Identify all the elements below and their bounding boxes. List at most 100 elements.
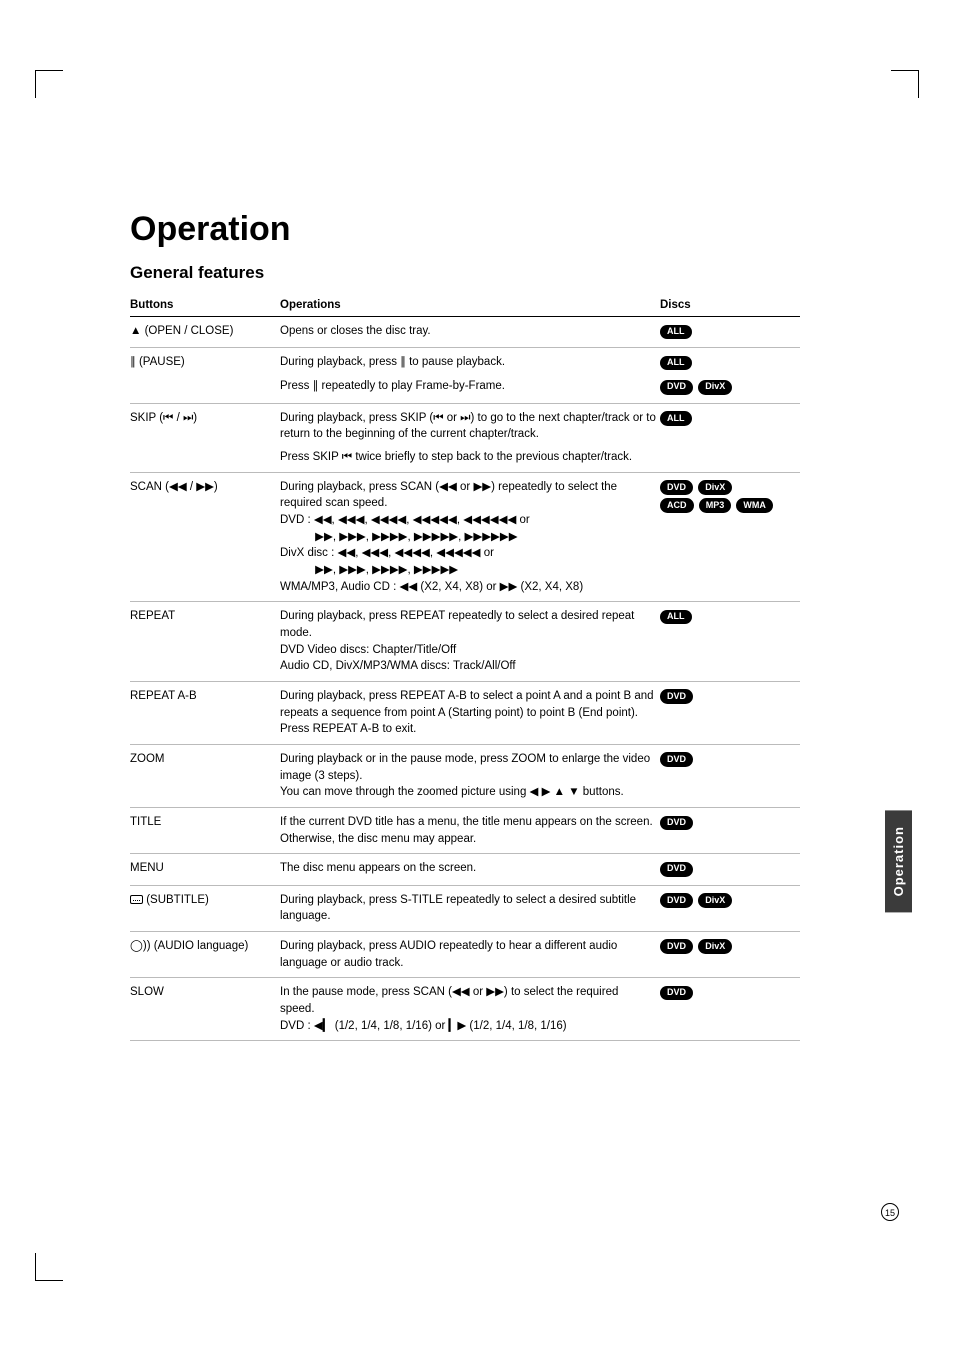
row-repeat: REPEAT During playback, press REPEAT rep…: [130, 602, 800, 682]
op-scan-6: WMA/MP3, Audio CD : ◀◀ (X2, X4, X8) or ▶…: [280, 581, 583, 593]
op-scan-3: ▶▶, ▶▶▶, ▶▶▶▶, ▶▶▶▶▶, ▶▶▶▶▶▶: [280, 531, 518, 543]
op-slow-1: In the pause mode, press SCAN (◀◀ or ▶▶)…: [280, 986, 618, 1015]
pill-divx: DivX: [698, 480, 732, 495]
op-audio: During playback, press AUDIO repeatedly …: [280, 931, 660, 977]
btn-menu: MENU: [130, 854, 280, 885]
op-repeat-3: Audio CD, DivX/MP3/WMA discs: Track/All/…: [280, 660, 516, 672]
discs-repeat-ab: DVD: [660, 681, 800, 744]
header-discs: Discs: [660, 293, 800, 317]
op-skip-1: During playback, press SKIP (⏮ or ⏭) to …: [280, 403, 660, 443]
row-pause-1: ∥ (PAUSE) During playback, press ∥ to pa…: [130, 348, 800, 373]
discs-zoom: DVD: [660, 744, 800, 807]
op-open-close: Opens or closes the disc tray.: [280, 317, 660, 348]
page-content: Operation General features Buttons Opera…: [130, 210, 800, 1041]
op-repeat-ab-1: During playback, press REPEAT A-B to sel…: [280, 690, 654, 719]
op-subtitle: During playback, press S-TITLE repeatedl…: [280, 885, 660, 931]
row-scan: SCAN (◀◀ / ▶▶) During playback, press SC…: [130, 472, 800, 602]
op-repeat-1: During playback, press REPEAT repeatedly…: [280, 610, 634, 639]
row-repeat-ab: REPEAT A-B During playback, press REPEAT…: [130, 681, 800, 744]
btn-slow: SLOW: [130, 978, 280, 1041]
op-zoom-1: During playback or in the pause mode, pr…: [280, 753, 650, 782]
pill-dvd: DVD: [660, 816, 693, 831]
section-title: General features: [130, 263, 800, 283]
page-number: 15: [881, 1203, 899, 1221]
btn-subtitle: (SUBTITLE): [130, 885, 280, 931]
op-repeat-ab-2: Press REPEAT A-B to exit.: [280, 723, 416, 735]
btn-scan: SCAN (◀◀ / ▶▶): [130, 472, 280, 602]
row-audio: ◯)) (AUDIO language) During playback, pr…: [130, 931, 800, 977]
pill-wma: WMA: [736, 498, 773, 513]
discs-pause-2: DVD DivX: [660, 372, 800, 403]
discs-menu: DVD: [660, 854, 800, 885]
discs-pause-1: ALL: [660, 348, 800, 373]
op-zoom: During playback or in the pause mode, pr…: [280, 744, 660, 807]
op-repeat-ab: During playback, press REPEAT A-B to sel…: [280, 681, 660, 744]
discs-repeat: ALL: [660, 602, 800, 682]
pill-divx: DivX: [698, 939, 732, 954]
row-skip-1: SKIP (⏮ / ⏭) During playback, press SKIP…: [130, 403, 800, 443]
crop-mark-tl: [35, 70, 63, 98]
btn-repeat: REPEAT: [130, 602, 280, 682]
pill-all: ALL: [660, 610, 692, 625]
header-operations: Operations: [280, 293, 660, 317]
discs-subtitle: DVD DivX: [660, 885, 800, 931]
op-pause-1: During playback, press ∥ to pause playba…: [280, 348, 660, 373]
op-title: If the current DVD title has a menu, the…: [280, 808, 660, 854]
crop-mark-tr: [891, 70, 919, 98]
op-scan-4: DivX disc : ◀◀, ◀◀◀, ◀◀◀◀, ◀◀◀◀◀ or: [280, 547, 494, 559]
pill-acd: ACD: [660, 498, 694, 513]
pill-dvd: DVD: [660, 986, 693, 1001]
row-title: TITLE If the current DVD title has a men…: [130, 808, 800, 854]
discs-audio: DVD DivX: [660, 931, 800, 977]
pill-dvd: DVD: [660, 893, 693, 908]
op-scan-1: During playback, press SCAN (◀◀ or ▶▶) r…: [280, 481, 617, 510]
btn-zoom: ZOOM: [130, 744, 280, 807]
row-pause-2: Press ∥ repeatedly to play Frame-by-Fram…: [130, 372, 800, 403]
btn-subtitle-text: (SUBTITLE): [146, 894, 209, 906]
side-tab-operation: Operation: [885, 810, 912, 912]
pill-divx: DivX: [698, 893, 732, 908]
op-slow-2: DVD : ◀▎ (1/2, 1/4, 1/8, 1/16) or ▎▶ (1/…: [280, 1020, 567, 1032]
row-zoom: ZOOM During playback or in the pause mod…: [130, 744, 800, 807]
row-menu: MENU The disc menu appears on the screen…: [130, 854, 800, 885]
op-zoom-2: You can move through the zoomed picture …: [280, 786, 624, 798]
audio-icon: ◯)): [130, 940, 151, 952]
row-subtitle: (SUBTITLE) During playback, press S-TITL…: [130, 885, 800, 931]
pill-all: ALL: [660, 411, 692, 426]
discs-skip-1: ALL: [660, 403, 800, 443]
header-buttons: Buttons: [130, 293, 280, 317]
discs-slow: DVD: [660, 978, 800, 1041]
row-slow: SLOW In the pause mode, press SCAN (◀◀ o…: [130, 978, 800, 1041]
op-scan-2: DVD : ◀◀, ◀◀◀, ◀◀◀◀, ◀◀◀◀◀, ◀◀◀◀◀◀ or: [280, 514, 530, 526]
op-slow: In the pause mode, press SCAN (◀◀ or ▶▶)…: [280, 978, 660, 1041]
pill-dvd: DVD: [660, 752, 693, 767]
op-scan-5: ▶▶, ▶▶▶, ▶▶▶▶, ▶▶▶▶▶: [280, 564, 458, 576]
btn-open-close: ▲ (OPEN / CLOSE): [130, 317, 280, 348]
btn-skip: SKIP (⏮ / ⏭): [130, 403, 280, 443]
pill-dvd: DVD: [660, 480, 693, 495]
pill-dvd: DVD: [660, 939, 693, 954]
op-repeat: During playback, press REPEAT repeatedly…: [280, 602, 660, 682]
btn-repeat-ab: REPEAT A-B: [130, 681, 280, 744]
discs-open-close: ALL: [660, 317, 800, 348]
btn-title: TITLE: [130, 808, 280, 854]
btn-audio: ◯)) (AUDIO language): [130, 931, 280, 977]
crop-mark-bl: [35, 1253, 63, 1281]
subtitle-icon: [130, 895, 143, 904]
discs-title: DVD: [660, 808, 800, 854]
op-pause-2: Press ∥ repeatedly to play Frame-by-Fram…: [280, 372, 660, 403]
pill-dvd: DVD: [660, 862, 693, 877]
discs-scan: DVD DivX ACD MP3 WMA: [660, 472, 800, 602]
pill-dvd: DVD: [660, 380, 693, 395]
pill-all: ALL: [660, 356, 692, 371]
btn-audio-text: (AUDIO language): [151, 940, 249, 952]
row-skip-2: Press SKIP ⏮ twice briefly to step back …: [130, 443, 800, 472]
pill-dvd: DVD: [660, 689, 693, 704]
pill-all: ALL: [660, 325, 692, 340]
op-scan: During playback, press SCAN (◀◀ or ▶▶) r…: [280, 472, 660, 602]
pill-divx: DivX: [698, 380, 732, 395]
page-title: Operation: [130, 210, 800, 249]
features-table: Buttons Operations Discs ▲ (OPEN / CLOSE…: [130, 293, 800, 1041]
pill-mp3: MP3: [699, 498, 732, 513]
btn-pause: ∥ (PAUSE): [130, 348, 280, 373]
